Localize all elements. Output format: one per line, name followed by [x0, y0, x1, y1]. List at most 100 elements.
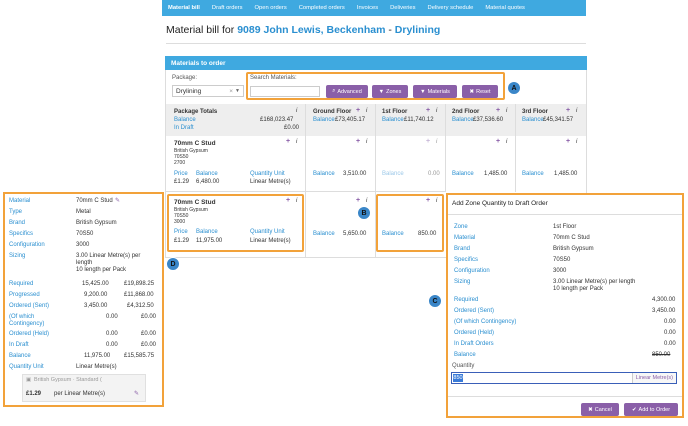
add-icon[interactable]: +	[286, 138, 291, 145]
material-unit: Linear Metre(s)	[250, 179, 291, 185]
add-icon[interactable]: +	[496, 107, 501, 114]
callout-b: B	[357, 206, 371, 220]
column-2nd-floor: 2nd Floor	[452, 109, 480, 115]
detail-label: Brand	[9, 220, 26, 226]
zone-balance: £73,405.17	[335, 117, 366, 123]
zone-balance-label: Balance	[382, 171, 404, 177]
sizing-line: 10 length per Pack	[76, 267, 127, 273]
zone-balance-label: Balance	[452, 117, 474, 123]
info-icon[interactable]: i	[366, 198, 368, 204]
zone-balance-label: Balance	[313, 171, 335, 177]
tab-open-orders[interactable]: Open orders	[254, 5, 287, 11]
edit-icon[interactable]: ✎	[115, 198, 121, 204]
contingency-value: 0.00	[664, 319, 676, 325]
material-name: 70mm C Stud	[174, 199, 216, 206]
detail-label: Material	[9, 198, 31, 204]
info-icon[interactable]: i	[296, 139, 298, 145]
section-link[interactable]: Drylining	[394, 24, 441, 36]
column-1st-floor: 1st Floor	[382, 109, 408, 115]
add-icon[interactable]: +	[286, 197, 291, 204]
ordered-sent-amount: £4,312.50	[127, 303, 154, 309]
detail-value: 70mm C Stud	[76, 198, 113, 204]
add-icon[interactable]: +	[356, 197, 361, 204]
detail-label: Configuration	[9, 242, 45, 248]
info-icon[interactable]: i	[366, 139, 368, 145]
total-in-draft: £0.00	[284, 125, 300, 131]
required-value: 4,300.00	[652, 297, 676, 303]
info-icon[interactable]: i	[576, 108, 578, 114]
supplier-card[interactable]	[22, 374, 146, 402]
add-icon[interactable]: +	[356, 107, 361, 114]
grid-line	[166, 191, 446, 192]
materials-button[interactable]: ▼ Materials	[413, 85, 457, 98]
search-input[interactable]	[250, 86, 320, 97]
reset-label: Reset	[476, 88, 491, 95]
project-link[interactable]: 9089 John Lewis, Beckenham	[237, 24, 386, 36]
material-brand: British Gypsum	[174, 207, 208, 213]
tab-draft-orders[interactable]: Draft orders	[211, 5, 243, 11]
edit-icon[interactable]: ✎	[134, 391, 140, 397]
add-icon[interactable]: +	[566, 138, 571, 145]
quantity-unit-label: Quantity Unit	[250, 171, 285, 177]
add-icon[interactable]: +	[426, 107, 431, 114]
zone-balance: £45,341.57	[543, 117, 574, 123]
info-icon[interactable]: i	[366, 108, 368, 114]
divider	[448, 214, 682, 215]
cancel-button[interactable]: ✖ Cancel	[581, 403, 619, 416]
info-icon[interactable]: i	[436, 198, 438, 204]
tab-material-quotes[interactable]: Material quotes	[485, 5, 525, 11]
callout-d: D	[166, 257, 180, 271]
info-icon[interactable]: i	[436, 108, 438, 114]
add-icon[interactable]: +	[426, 197, 431, 204]
zone-balance: £11,740.12	[404, 117, 434, 123]
required-qty: 15,425.00	[82, 281, 109, 287]
add-to-order-button[interactable]: ✔ Add to Order	[624, 403, 678, 416]
progressed-amount: £11,868.00	[124, 292, 154, 298]
highlight-a	[246, 72, 505, 100]
price-label: Price	[174, 229, 188, 235]
tab-invoices[interactable]: Invoices	[356, 5, 379, 11]
sizing-line: 3.00 Linear Metre(s) per	[76, 253, 141, 259]
zone-balance-label: Balance	[522, 117, 544, 123]
info-icon[interactable]: i	[296, 198, 298, 204]
advanced-button[interactable]: ⌕ Advanced	[326, 85, 368, 98]
quantity-input[interactable]: 850 Linear Metre(s)	[451, 372, 677, 384]
info-icon[interactable]: i	[296, 108, 298, 114]
reset-button[interactable]: ✖ Reset	[462, 85, 498, 98]
info-icon[interactable]: i	[506, 139, 508, 145]
chevron-down-icon[interactable]: ▼	[235, 88, 240, 94]
draft-label: Configuration	[454, 268, 490, 274]
balance-label: Balance	[174, 117, 196, 123]
draft-label: Brand	[454, 246, 471, 252]
detail-value: Metal	[76, 209, 91, 215]
in-draft-label: In Draft	[174, 125, 194, 131]
grid-line	[375, 104, 376, 258]
package-select[interactable]: Drylining × ▼	[172, 85, 244, 97]
add-icon[interactable]: +	[356, 138, 361, 145]
zones-button[interactable]: ▼ Zones	[372, 85, 408, 98]
material-price: £1.29	[174, 238, 190, 244]
info-icon[interactable]: i	[506, 108, 508, 114]
tab-completed-orders[interactable]: Completed orders	[298, 5, 345, 11]
zone-balance-label: Balance	[382, 117, 404, 123]
required-label: Required	[9, 281, 34, 287]
material-balance: 6,480.00	[196, 179, 220, 185]
zone-balance-label: Balance	[522, 171, 544, 177]
zone-balance-label: Balance	[382, 231, 404, 237]
balance-label: Balance	[9, 353, 31, 359]
add-icon[interactable]: +	[426, 138, 431, 145]
add-icon[interactable]: +	[566, 107, 571, 114]
tab-deliveries[interactable]: Deliveries	[390, 5, 416, 11]
total-balance: £168,023.47	[260, 117, 294, 123]
add-icon[interactable]: +	[496, 138, 501, 145]
clear-icon[interactable]: ×	[229, 88, 233, 95]
material-price: £1.29	[174, 179, 190, 185]
tab-delivery-schedule[interactable]: Delivery schedule	[427, 5, 474, 11]
supplier-price: £1.29	[26, 391, 42, 397]
info-icon[interactable]: i	[576, 139, 578, 145]
zone-balance-value: 1,485.00	[484, 171, 508, 177]
tab-material-bill[interactable]: Material bill	[168, 5, 200, 11]
info-icon[interactable]: i	[436, 139, 438, 145]
balance-amount: £15,585.75	[124, 353, 155, 359]
advanced-label: Advanced	[337, 88, 362, 95]
